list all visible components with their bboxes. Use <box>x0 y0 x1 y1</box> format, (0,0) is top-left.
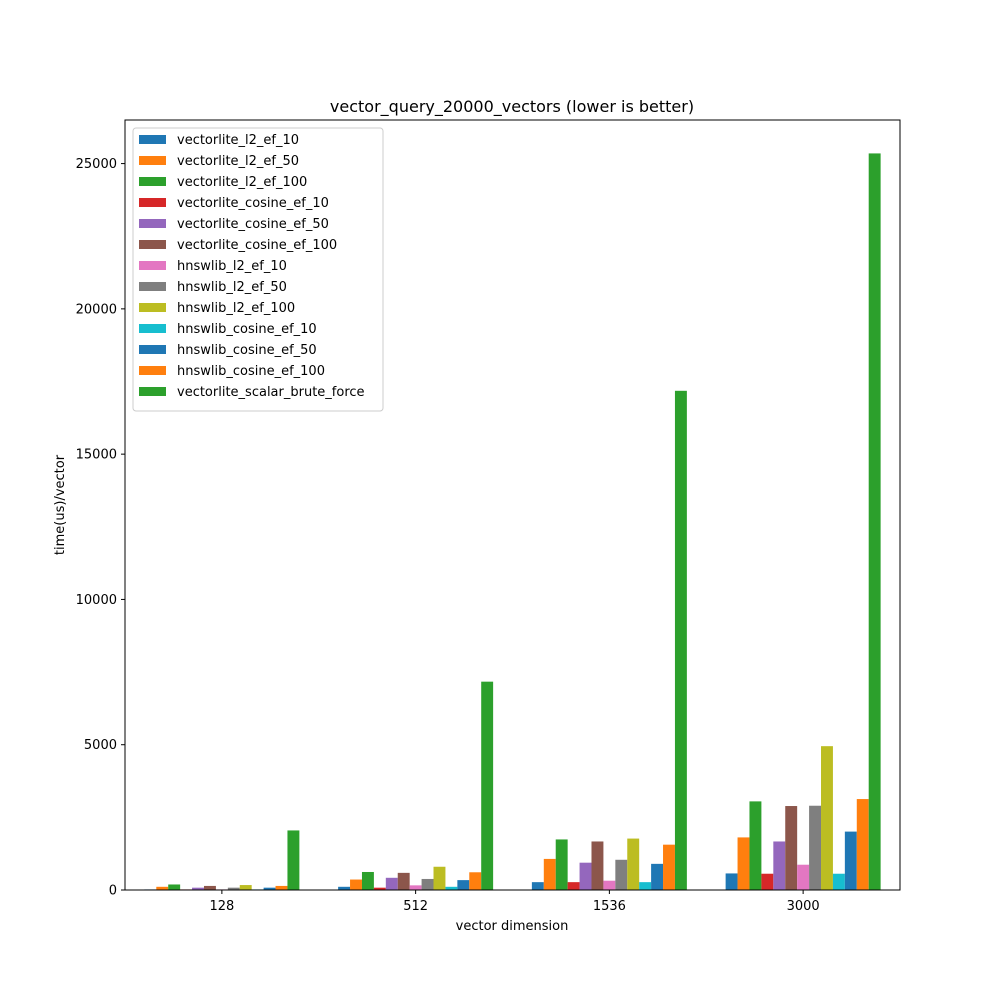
bar-4-2 <box>579 862 592 890</box>
legend-swatch-9 <box>139 324 166 333</box>
bar-11-1 <box>469 872 482 890</box>
bar-5-1 <box>397 872 410 890</box>
legend-swatch-5 <box>139 240 166 249</box>
bar-0-3 <box>725 873 738 890</box>
legend-swatch-2 <box>139 177 166 186</box>
legend: vectorlite_l2_ef_10 vectorlite_l2_ef_50ve… <box>132 127 384 412</box>
legend-label-3: vectorlite_cosine_ef_10 <box>177 196 329 211</box>
bar-10-0 <box>263 887 276 890</box>
bar-11-2 <box>663 844 675 890</box>
bar-7-1 <box>421 878 434 890</box>
plot-frame <box>124 119 901 891</box>
legend-label-2: vectorlite_l2_ef_100 <box>177 175 307 190</box>
bar-5-3 <box>785 806 798 890</box>
legend-label-4: vectorlite_cosine_ef_50 <box>177 217 329 232</box>
bar-0-2 <box>531 882 544 890</box>
bar-5-0 <box>203 885 216 890</box>
x-axis: 128 512 1536 3000 <box>209 890 820 914</box>
bar-10-3 <box>844 831 857 890</box>
x-axis-label: vector dimension <box>456 919 569 934</box>
legend-label-11: hnswlib_cosine_ef_100 <box>177 364 325 379</box>
legend-label-0: vectorlite_l2_ef_10 <box>177 133 299 148</box>
legend-box <box>132 127 384 412</box>
bar-8-0 <box>239 885 252 890</box>
bar-3-2 <box>567 882 580 890</box>
bar-7-3 <box>809 805 822 890</box>
legend-label-7: hnswlib_l2_ef_50 <box>177 280 287 295</box>
bar-4-3 <box>773 841 786 890</box>
legend-label-9: hnswlib_cosine_ef_10 <box>177 322 317 337</box>
y-axis: 0 5000 10000 15000 20000 25000 <box>76 157 125 899</box>
bar-6-1 <box>409 885 422 890</box>
legend-label-1: vectorlite_l2_ef_50 <box>177 154 299 169</box>
legend-swatch-4 <box>139 219 166 228</box>
legend-label-12: vectorlite_scalar_brute_force <box>177 385 365 400</box>
bar-9-3 <box>832 873 845 890</box>
bar-4-0 <box>192 887 204 890</box>
y-tick-label-0: 0 <box>109 884 117 899</box>
bar-12-3 <box>868 153 881 890</box>
legend-swatch-10 <box>139 345 166 354</box>
bar-11-3 <box>856 799 869 890</box>
legend-swatch-0 <box>139 135 166 144</box>
bar-7-2 <box>615 859 628 890</box>
bar-8-2 <box>627 838 640 890</box>
legend-swatch-12 <box>139 387 166 396</box>
bars-group <box>144 153 881 890</box>
bar-3-1 <box>373 887 386 890</box>
y-tick-label-3: 15000 <box>76 448 117 463</box>
bar-8-3 <box>821 746 833 890</box>
bar-2-3 <box>749 801 762 890</box>
bar-9-1 <box>445 886 458 890</box>
bar-2-0 <box>168 884 181 890</box>
legend-label-8: hnswlib_l2_ef_100 <box>177 301 295 316</box>
bar-7-0 <box>227 887 240 890</box>
legend-label-10: hnswlib_cosine_ef_50 <box>177 343 317 358</box>
legend-label-5: vectorlite_cosine_ef_100 <box>177 238 337 253</box>
y-tick-label-4: 20000 <box>76 302 117 317</box>
bar-0-1 <box>338 886 351 890</box>
bar-6-3 <box>797 864 810 890</box>
bar-11-0 <box>275 885 288 890</box>
bar-5-2 <box>591 841 604 890</box>
bar-8-1 <box>433 866 446 890</box>
bar-4-1 <box>385 877 398 890</box>
bar-1-0 <box>156 886 169 890</box>
bar-12-1 <box>481 681 494 890</box>
y-axis-label: time(us)/vector <box>53 454 68 555</box>
bar-12-0 <box>287 830 300 890</box>
legend-swatch-3 <box>139 198 166 207</box>
legend-swatch-8 <box>139 303 166 312</box>
legend-swatch-6 <box>139 261 166 270</box>
bar-2-2 <box>555 839 568 890</box>
y-tick-label-2: 10000 <box>76 593 117 608</box>
x-tick-label-2: 1536 <box>593 899 626 914</box>
chart-title: vector_query_20000_vectors (lower is bet… <box>330 97 694 117</box>
bar-9-2 <box>639 882 652 890</box>
legend-swatch-11 <box>139 366 166 375</box>
bar-10-2 <box>651 863 664 890</box>
bar-10-1 <box>457 880 470 890</box>
y-tick-label-5: 25000 <box>76 157 117 172</box>
bar-2-1 <box>361 871 374 890</box>
bar-3-3 <box>761 873 774 890</box>
legend-swatch-1 <box>139 156 166 165</box>
legend-label-6: hnswlib_l2_ef_10 <box>177 259 287 274</box>
bar-1-1 <box>350 879 362 890</box>
x-tick-label-0: 128 <box>209 899 234 914</box>
bar-1-2 <box>543 858 556 890</box>
bar-6-2 <box>603 880 616 890</box>
x-tick-label-3: 3000 <box>787 899 820 914</box>
y-tick-label-1: 5000 <box>84 738 117 753</box>
legend-swatch-7 <box>139 282 166 291</box>
x-tick-label-1: 512 <box>403 899 428 914</box>
bar-12-2 <box>674 390 687 890</box>
bar-1-3 <box>737 837 750 890</box>
